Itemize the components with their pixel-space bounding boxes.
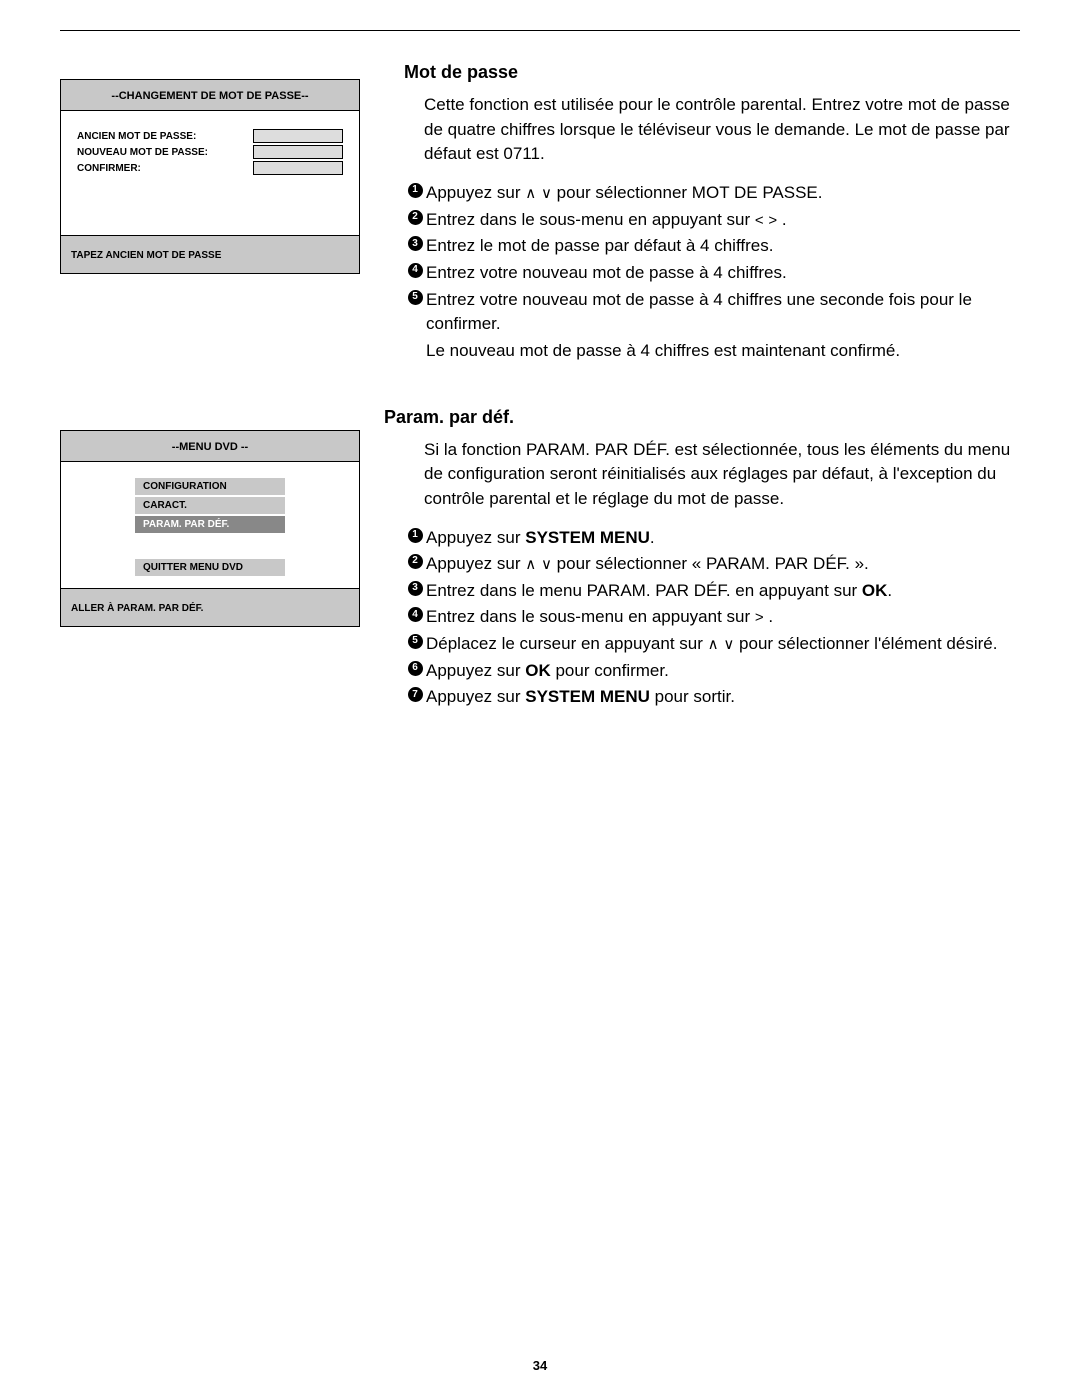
osd-password-change: --CHANGEMENT DE MOT DE PASSE-- ANCIEN MO… — [60, 79, 360, 274]
step-number-icon: 2 — [404, 210, 426, 225]
step-text: Entrez votre nouveau mot de passe à 4 ch… — [426, 261, 1020, 286]
step-number-icon: 3 — [404, 581, 426, 596]
step-number-icon: 4 — [404, 263, 426, 278]
osd-dvd-menu: --MENU DVD -- CONFIGURATION CARACT. PARA… — [60, 430, 360, 627]
step-number-icon: 2 — [404, 554, 426, 569]
osd-row-new-label: NOUVEAU MOT DE PASSE: — [77, 147, 253, 158]
osd-row-confirm-input — [253, 161, 343, 175]
step-number-icon: 1 — [404, 183, 426, 198]
osd-menu-item-param-def: PARAM. PAR DÉF. — [135, 516, 285, 533]
step-number-icon: 3 — [404, 236, 426, 251]
step-text: Appuyez sur ∧ ∨ pour sélectionner MOT DE… — [426, 181, 1020, 206]
step-number-icon: 7 — [404, 687, 426, 702]
step-text: Appuyez sur SYSTEM MENU. — [426, 526, 1020, 551]
step-text: Appuyez sur OK pour confirmer. — [426, 659, 1020, 684]
osd-body: ANCIEN MOT DE PASSE: NOUVEAU MOT DE PASS… — [61, 110, 359, 236]
down-arrow-icon: ∨ — [541, 557, 552, 572]
left-arrow-icon: < — [755, 213, 764, 228]
right-arrow-icon: > — [768, 213, 777, 228]
step-text: Déplacez le curseur en appuyant sur ∧ ∨ … — [426, 632, 1020, 657]
osd-title: --MENU DVD -- — [61, 431, 359, 461]
step-text: Entrez dans le sous-menu en appuyant sur… — [426, 605, 1020, 630]
down-arrow-icon: ∨ — [723, 637, 734, 652]
section-password: --CHANGEMENT DE MOT DE PASSE-- ANCIEN MO… — [60, 59, 1020, 364]
osd-row-old-input — [253, 129, 343, 143]
osd-title: --CHANGEMENT DE MOT DE PASSE-- — [61, 80, 359, 110]
step-text: Entrez votre nouveau mot de passe à 4 ch… — [426, 288, 1020, 337]
intro-default-params: Si la fonction PARAM. PAR DÉF. est sélec… — [424, 438, 1020, 512]
step-number-icon: 1 — [404, 528, 426, 543]
osd-footer: TAPEZ ANCIEN MOT DE PASSE — [61, 236, 359, 273]
step-text: Appuyez sur SYSTEM MENU pour sortir. — [426, 685, 1020, 710]
up-arrow-icon: ∧ — [525, 557, 536, 572]
intro-password: Cette fonction est utilisée pour le cont… — [424, 93, 1020, 167]
step-continuation: Le nouveau mot de passe à 4 chiffres est… — [426, 339, 1020, 364]
step-text: Entrez dans le menu PARAM. PAR DÉF. en a… — [426, 579, 1020, 604]
osd-menu-item-configuration: CONFIGURATION — [135, 478, 285, 495]
heading-password: Mot de passe — [404, 59, 1020, 85]
steps-default-params: 1 Appuyez sur SYSTEM MENU. 2 Appuyez sur… — [404, 526, 1020, 710]
osd-body: CONFIGURATION CARACT. PARAM. PAR DÉF. QU… — [61, 461, 359, 589]
step-text: Entrez dans le sous-menu en appuyant sur… — [426, 208, 1020, 233]
heading-default-params: Param. par déf. — [384, 404, 1020, 430]
step-text: Entrez le mot de passe par défaut à 4 ch… — [426, 234, 1020, 259]
steps-password: 1 Appuyez sur ∧ ∨ pour sélectionner MOT … — [404, 181, 1020, 363]
osd-footer: ALLER À PARAM. PAR DÉF. — [61, 589, 359, 626]
down-arrow-icon: ∨ — [541, 186, 552, 201]
osd-menu-item-caract: CARACT. — [135, 497, 285, 514]
osd-row-new-input — [253, 145, 343, 159]
page-number: 34 — [0, 1358, 1080, 1373]
osd-row-old-label: ANCIEN MOT DE PASSE: — [77, 131, 253, 142]
step-text: Appuyez sur ∧ ∨ pour sélectionner « PARA… — [426, 552, 1020, 577]
section-default-params: --MENU DVD -- CONFIGURATION CARACT. PARA… — [60, 404, 1020, 713]
top-rule — [60, 30, 1020, 31]
step-number-icon: 5 — [404, 634, 426, 649]
step-number-icon: 6 — [404, 661, 426, 676]
step-number-icon: 5 — [404, 290, 426, 305]
osd-row-confirm-label: CONFIRMER: — [77, 163, 253, 174]
osd-menu-item-quit: QUITTER MENU DVD — [135, 559, 285, 576]
up-arrow-icon: ∧ — [708, 637, 719, 652]
up-arrow-icon: ∧ — [525, 186, 536, 201]
right-arrow-icon: > — [755, 610, 764, 625]
step-number-icon: 4 — [404, 607, 426, 622]
